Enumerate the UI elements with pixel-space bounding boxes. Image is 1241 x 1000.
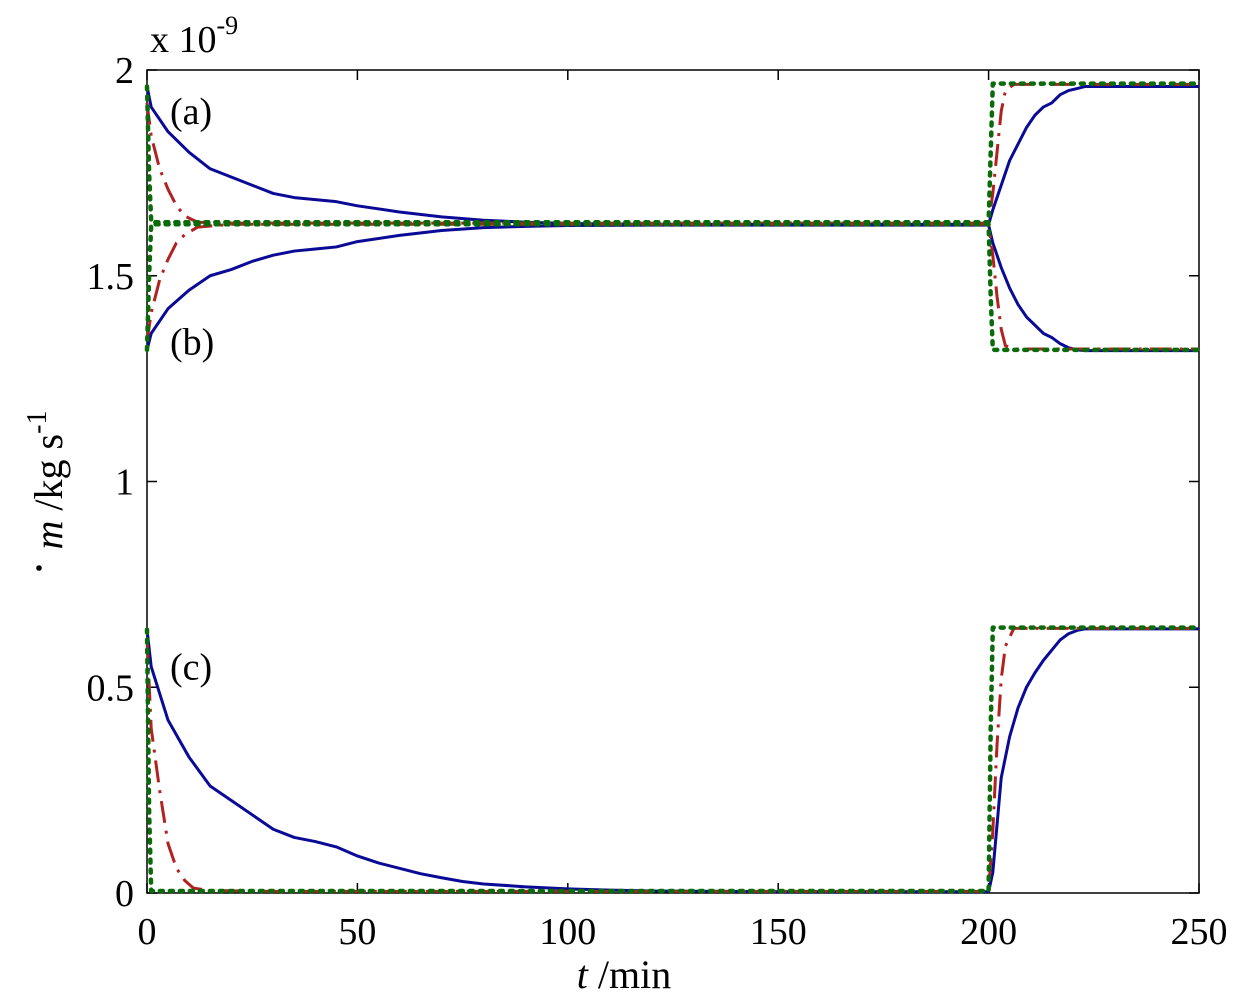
series-line-a-solid [145, 84, 1199, 226]
x-tick-label: 200 [960, 911, 1017, 953]
panel-label: (a) [170, 91, 212, 133]
series-line-c-dotted [144, 625, 1202, 894]
axis-tick-labels: 0 50 100 150 200 250 0 0.5 1 1.5 2 [87, 50, 1228, 953]
y-tick-label: 0.5 [87, 667, 135, 709]
x-tick-label: 250 [1171, 911, 1228, 953]
y-multiplier-base: x 10 [150, 19, 217, 61]
x-axis-label-variable: t [577, 952, 589, 997]
y-axis-label: m /kg s-1 [22, 411, 71, 550]
panel-annotations: (a) (b) (c) [170, 91, 214, 689]
x-tick-label: 0 [138, 911, 157, 953]
y-tick-label: 0 [115, 873, 134, 915]
series-line-c-dashdot [145, 626, 1199, 893]
x-tick-label: 150 [750, 911, 807, 953]
series-line-c-solid [145, 627, 1199, 894]
y-axis-label-unit: /kg s [26, 434, 71, 521]
y-multiplier-exponent: -9 [217, 11, 239, 40]
x-tick-label: 50 [338, 911, 376, 953]
series-line-b-dashdot [145, 222, 1199, 351]
series-line-b-dotted [144, 222, 1202, 353]
y-axis-label-dot [36, 565, 42, 571]
plot-frame [146, 69, 1200, 894]
axis-ticks [146, 69, 1200, 894]
y-multiplier: x 10-9 [150, 11, 238, 61]
series-line-a-dotted [144, 81, 1202, 225]
series-layer [144, 81, 1202, 894]
x-axis-label-unit: /min [588, 952, 671, 997]
panel-label: (b) [170, 322, 214, 364]
svg-text:m /kg s-1: m /kg s-1 [22, 411, 71, 550]
y-axis-label-symbol: m [26, 521, 71, 550]
y-tick-label: 1.5 [87, 256, 135, 298]
series-line-b-solid [145, 223, 1199, 353]
y-tick-label: 1 [115, 462, 134, 504]
series-line-a-dashdot [145, 82, 1199, 225]
y-axis-label-exponent: -1 [22, 411, 53, 434]
x-axis-label: t /min [577, 952, 671, 997]
y-tick-label: 2 [115, 50, 134, 92]
x-tick-label: 100 [539, 911, 596, 953]
panel-label: (c) [170, 647, 212, 689]
